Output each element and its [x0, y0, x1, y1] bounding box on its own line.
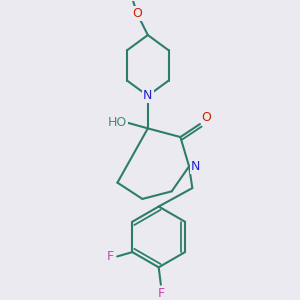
- Text: N: N: [191, 160, 200, 173]
- Text: N: N: [143, 89, 152, 102]
- Text: F: F: [157, 287, 164, 300]
- Text: HO: HO: [108, 116, 127, 130]
- Text: F: F: [107, 250, 114, 263]
- Text: O: O: [132, 7, 142, 20]
- Text: O: O: [202, 111, 212, 124]
